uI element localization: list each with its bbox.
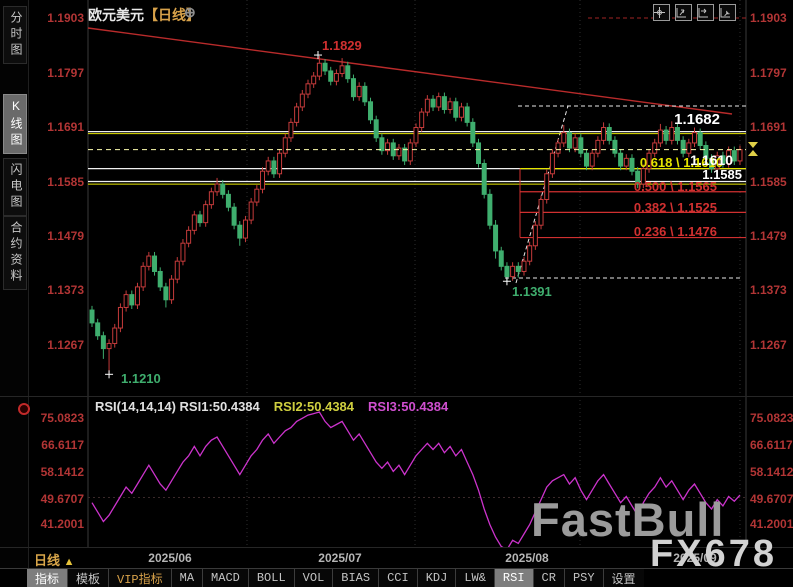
x-axis-label: 2025/06: [148, 551, 192, 565]
toolbar-divider: [0, 568, 793, 569]
chart-title: 欧元美元【日线】: [88, 5, 200, 25]
fit-horizontal-icon[interactable]: [697, 4, 714, 21]
sidebar-item-lightning[interactable]: 闪电图: [3, 158, 27, 216]
rsi-axis-tick: 58.1412: [750, 465, 793, 479]
swing-low-label-1: 1.1210: [121, 371, 161, 386]
tab-lw[interactable]: LW&: [455, 569, 494, 587]
symbol-name: 欧元美元: [88, 7, 144, 23]
tab-indicator[interactable]: 指标: [27, 569, 68, 587]
y-axis-tick: 1.1903: [750, 11, 787, 25]
current-price-marker-icon: [748, 150, 758, 156]
y-axis-tick: 1.1585: [750, 175, 787, 189]
price-label-11682: 1.1682: [674, 111, 720, 128]
chevron-up-icon: ▲: [63, 556, 75, 568]
tab-cr[interactable]: CR: [532, 569, 564, 587]
y-axis-tick: 1.1691: [47, 120, 84, 134]
rsi-axis-tick: 49.6707: [40, 492, 84, 506]
chart-type-sidebar: 分时图 K线图 闪电图 合约资料: [0, 0, 29, 568]
swing-high-label: 1.1829: [322, 38, 362, 53]
price-label-11585: 1.1585: [702, 167, 742, 182]
tab-template[interactable]: 模板: [67, 569, 108, 587]
sidebar-item-kline[interactable]: K线图: [3, 94, 27, 154]
sidebar-item-contract-info[interactable]: 合约资料: [3, 216, 27, 290]
fib-label-0500: 0.500 \ 1.1565: [633, 179, 717, 194]
indicator-toolbar: 指标 模板 VIP指标 MA MACD BOLL VOL BIAS CCI KD…: [27, 569, 644, 587]
crosshair-icon[interactable]: [653, 4, 670, 21]
fib-label-0236: 0.236 \ 1.1476: [633, 224, 717, 239]
x-axis-label: 2025/09: [673, 551, 717, 565]
rsi-axis-tick: 49.6707: [750, 492, 793, 506]
trendline: [87, 27, 733, 115]
rsi-axis-tick: 41.2001: [750, 517, 793, 531]
x-axis-label: 2025/07: [318, 551, 362, 565]
fit-screen-icon[interactable]: [719, 4, 736, 21]
fib-label-0618: 0.618 \ 1.1610: [639, 155, 723, 170]
y-axis-tick: 1.1797: [750, 66, 787, 80]
tab-settings[interactable]: 设置: [602, 569, 644, 587]
pane-divider: [0, 396, 793, 397]
tab-macd[interactable]: MACD: [202, 569, 248, 587]
pane-divider: [0, 547, 793, 548]
y-axis-tick: 1.1267: [47, 338, 84, 352]
current-price-marker-icon: [748, 142, 758, 148]
tab-cci[interactable]: CCI: [378, 569, 417, 587]
swing-low-label-2: 1.1391: [512, 284, 552, 299]
rsi-pane-icon[interactable]: [18, 403, 30, 415]
price-label-11610: 1.1610: [690, 152, 733, 168]
rsi1-value: RSI(14,14,14) RSI1:50.4384: [95, 399, 260, 414]
y-axis-tick: 1.1479: [750, 229, 787, 243]
y-axis-tick: 1.1267: [750, 338, 787, 352]
rsi-axis-tick: 75.0823: [750, 411, 793, 425]
rsi-axis-tick: 66.6117: [41, 438, 84, 452]
tab-vol[interactable]: VOL: [293, 569, 333, 587]
rsi-axis-tick: 75.0823: [40, 411, 84, 425]
y-axis-tick: 1.1373: [750, 283, 787, 297]
fx678-watermark: FX678: [650, 533, 777, 575]
fit-vertical-icon[interactable]: [675, 4, 692, 21]
timeframe-tag: 【日线】: [144, 7, 200, 23]
tab-ma[interactable]: MA: [170, 569, 202, 587]
rsi2-value: RSI2:50.4384: [273, 399, 355, 414]
tab-psy[interactable]: PSY: [563, 569, 603, 587]
rsi3-value: RSI3:50.4384: [368, 399, 449, 414]
y-axis-tick: 1.1373: [47, 283, 84, 297]
y-axis-tick: 1.1479: [47, 229, 84, 243]
y-axis-tick: 1.1585: [47, 175, 84, 189]
tab-kdj[interactable]: KDJ: [416, 569, 456, 587]
main-chart-plot[interactable]: [0, 0, 793, 396]
rsi-line: [91, 411, 741, 548]
y-axis-tick: 1.1797: [47, 66, 84, 80]
fib-label-0382: 0.382 \ 1.1525: [633, 200, 717, 215]
rsi-axis-tick: 41.2001: [40, 517, 84, 531]
circle-plus-icon[interactable]: ⊕: [184, 4, 196, 20]
y-axis-tick: 1.1903: [47, 11, 84, 25]
rsi-axis-tick: 66.6117: [750, 438, 793, 452]
tab-rsi[interactable]: RSI: [493, 569, 533, 587]
rsi-header: RSI(14,14,14) RSI1:50.4384 RSI2:50.4384 RS…: [95, 399, 462, 414]
fastbull-watermark: FastBull: [531, 493, 725, 546]
rsi-plot[interactable]: [0, 396, 793, 548]
sidebar-item-timesharing[interactable]: 分时图: [3, 6, 27, 64]
rsi-axis-tick: 58.1412: [40, 465, 84, 479]
tab-vip-indicator[interactable]: VIP指标: [108, 569, 171, 587]
y-axis-tick: 1.1691: [750, 120, 787, 134]
timeframe-selector[interactable]: 日线 ▲: [34, 553, 75, 568]
tab-bias[interactable]: BIAS: [332, 569, 378, 587]
x-axis-label: 2025/08: [505, 551, 549, 565]
tab-boll[interactable]: BOLL: [247, 569, 294, 587]
